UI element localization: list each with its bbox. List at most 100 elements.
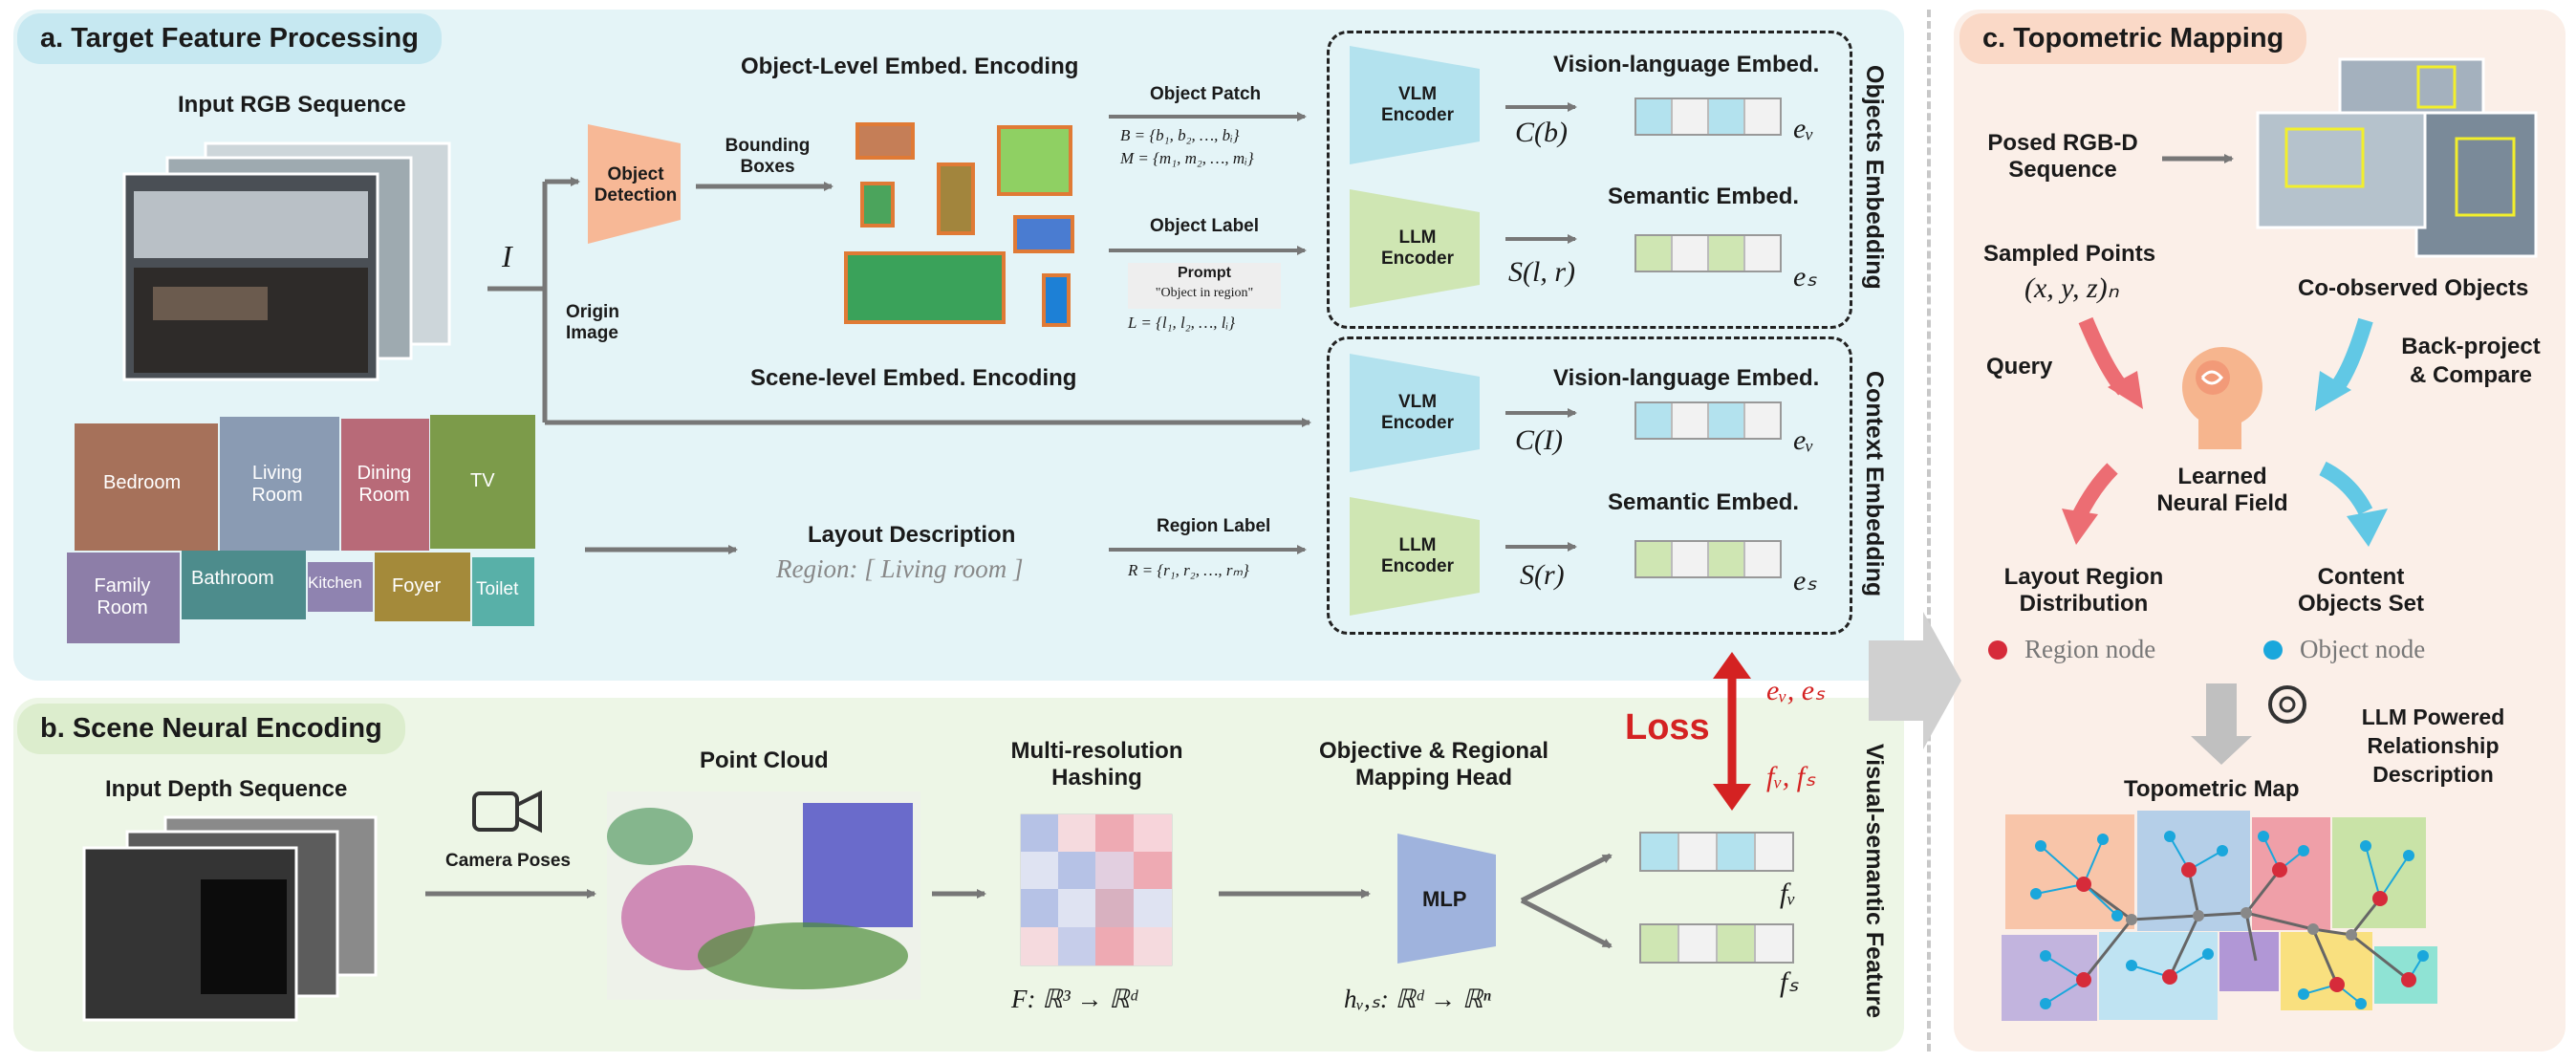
layout-arrow (2071, 463, 2118, 520)
coobserved-label: Co-observed Objects (2298, 275, 2529, 301)
room-label-living: Living Room (251, 463, 303, 506)
floorplan-map (67, 415, 535, 643)
mlp-shape (1397, 834, 1496, 964)
point-cloud-label: Point Cloud (700, 748, 829, 773)
mlp-label: MLP (1422, 887, 1467, 911)
hashing-label: Multi-resolution Hashing (1010, 738, 1183, 791)
f-v-label: fᵥ (1780, 878, 1796, 909)
camera-poses-label: Camera Poses (445, 851, 571, 871)
objects-embedding-group (1327, 31, 1852, 329)
patch-eq-1: B = {b₁, b₂, …, bᵢ} (1120, 126, 1240, 144)
rgb-image-stack (122, 141, 451, 381)
objects-embedding-label: Objects Embedding (1861, 65, 1888, 290)
topometric-map-label: Topometric Map (2124, 776, 2300, 802)
object-patch-label: Object Patch (1150, 84, 1262, 104)
layout-desc-label: Layout Description (808, 522, 1016, 548)
object-node-label: Object node (2300, 635, 2426, 663)
prompt-box: Prompt "Object in region" (1128, 263, 1281, 309)
embed-bar-es-2 (1634, 540, 1782, 578)
object-label-label: Object Label (1150, 216, 1260, 236)
panel-a-title: a. Target Feature Processing (17, 13, 442, 64)
c-b-label: C(b) (1515, 117, 1568, 148)
content-arrow (2319, 461, 2373, 515)
vlm-encoder-label-1: VLM Encoder (1380, 84, 1455, 125)
posed-rgbd-label: Posed RGB-D Sequence (1987, 130, 2138, 183)
point-cloud (607, 791, 920, 1000)
rgbd-image-stack (2256, 57, 2538, 258)
llm-encoder-label-2: LLM Encoder (1380, 535, 1455, 576)
layout-region-label: Layout Region Distribution (2003, 564, 2164, 617)
region-label-label: Region Label (1157, 516, 1271, 536)
room-label-tv: TV (470, 470, 495, 491)
e-s-label-2: eₛ (1793, 565, 1817, 596)
object-detection-shape (588, 124, 681, 244)
query-label: Query (1986, 354, 2053, 379)
loss-arrow (1713, 652, 1751, 811)
vlm-encoder-label-2: VLM Encoder (1380, 392, 1455, 433)
object-level-label: Object-Level Embed. Encoding (741, 54, 1079, 79)
panel-b-title: b. Scene Neural Encoding (17, 704, 405, 754)
loss-label: Loss (1625, 707, 1710, 748)
topometric-map-graph (2002, 811, 2437, 1021)
hashing-grid (1020, 813, 1173, 966)
embed-bar-ev-1 (1634, 98, 1782, 136)
content-objects-label: Content Objects Set (2297, 564, 2425, 617)
llm-encoder-shape-2 (1350, 497, 1480, 616)
f-s-label: fₛ (1780, 966, 1799, 998)
llm-encoder-shape-1 (1350, 189, 1480, 308)
llm-encoder-label-1: LLM Encoder (1380, 228, 1455, 269)
room-label-foyer: Foyer (392, 575, 442, 596)
llm-powered-label: LLM Powered Relationship Description (2361, 704, 2505, 787)
sampled-points-label: Sampled Points (1983, 241, 2156, 267)
s-lr-label: S(l, r) (1508, 256, 1575, 288)
room-label-toilet: Toilet (476, 579, 519, 599)
e-v-label-1: eᵥ (1793, 113, 1814, 144)
back-project-label: Back-project & Compare (2401, 334, 2541, 388)
depth-image-stack (82, 815, 378, 1022)
prompt-text: "Object in region" (1155, 286, 1254, 300)
s-r-label: S(r) (1520, 559, 1565, 591)
embed-bar-es-1 (1634, 234, 1782, 272)
input-rgb-label: Input RGB Sequence (178, 92, 406, 118)
panel-c-title: c. Topometric Mapping (1959, 13, 2307, 64)
scene-level-label: Scene-level Embed. Encoding (750, 365, 1077, 391)
var-i-label: I (502, 239, 512, 273)
object-node-dot (2263, 640, 2283, 660)
patch-eq-2: M = {m₁, m₂, …, mᵢ} (1120, 149, 1254, 167)
object-crops (844, 122, 1074, 327)
input-depth-label: Input Depth Sequence (105, 776, 348, 802)
sem-embed-label-1: Semantic Embed. (1608, 184, 1800, 209)
region-text: Region: [ Living room ] (776, 554, 1024, 583)
sem-embed-label-2: Semantic Embed. (1608, 489, 1800, 515)
loss-bottom-label: fᵥ, fₛ (1766, 761, 1816, 792)
vlm-encoder-shape-1 (1350, 46, 1480, 164)
prompt-label: Prompt (1178, 265, 1231, 281)
head-eq-label: hᵥ,ₛ: ℝᵈ → ℝⁿ (1344, 985, 1491, 1013)
region-eq: R = {r₁, r₂, …, rₘ} (1128, 561, 1249, 579)
vl-embed-label-2: Vision-language Embed. (1553, 365, 1820, 391)
back-project-arrow (2330, 317, 2373, 392)
bounding-boxes-label: Bounding Boxes (725, 136, 811, 177)
camera-icon (472, 790, 542, 834)
c-i-label: C(I) (1515, 424, 1563, 456)
visual-semantic-label: Visual-semantic Feature (1861, 744, 1888, 1019)
room-label-bathroom: Bathroom (191, 568, 274, 589)
context-embedding-label: Context Embedding (1861, 371, 1888, 597)
embed-bar-ev-2 (1634, 401, 1782, 440)
region-node-dot (1988, 640, 2007, 660)
origin-image-label: Origin Image (566, 302, 619, 343)
llm-logo-icon (2268, 685, 2306, 724)
room-label-dining: Dining Room (357, 463, 412, 506)
brain-icon (2182, 347, 2262, 449)
feature-bar-fs (1639, 923, 1794, 964)
context-embedding-group (1327, 336, 1852, 635)
region-node-label: Region node (2024, 635, 2156, 663)
panel-divider (1927, 10, 1931, 1051)
vlm-encoder-shape-2 (1350, 354, 1480, 472)
flow-arrow (1869, 612, 1961, 749)
room-label-family: Family Room (94, 575, 151, 618)
room-label-bedroom: Bedroom (103, 472, 182, 493)
vl-embed-label-1: Vision-language Embed. (1553, 52, 1820, 77)
query-arrow (2078, 316, 2130, 396)
